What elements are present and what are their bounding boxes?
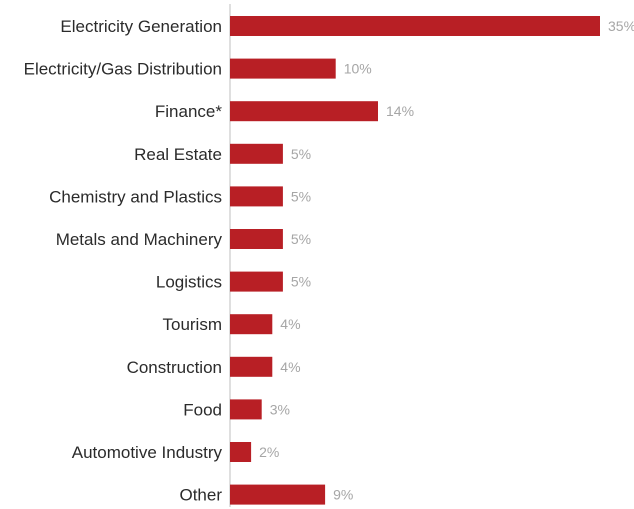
category-label-food: Food [183, 400, 222, 419]
value-label-other: 9% [333, 487, 353, 503]
value-label-electricity-gas-distribution: 10% [344, 61, 372, 77]
value-label-finance: 14% [386, 103, 414, 119]
bar-real-estate [230, 143, 283, 164]
value-label-construction: 4% [280, 359, 300, 375]
bar-construction [230, 356, 273, 377]
value-label-real-estate: 5% [291, 146, 311, 162]
bar-metals-and-machinery [230, 229, 283, 249]
value-label-chemistry-and-plastics: 5% [291, 188, 311, 204]
bar-electricity-generation [230, 16, 600, 36]
bar-automotive-industry [230, 442, 252, 462]
category-label-construction: Construction [127, 358, 222, 377]
bar-logistics [230, 271, 283, 292]
category-label-other: Other [179, 486, 222, 505]
bar-chemistry-and-plastics [230, 186, 283, 207]
category-labels-group: Electricity Generation Electricity/Gas Di… [24, 17, 223, 505]
category-label-tourism: Tourism [162, 315, 222, 334]
value-labels-group: 35% 10% 14% 5% 5% 5% 5% 4% 4% 3% 2% 9% [259, 18, 634, 503]
category-label-real-estate: Real Estate [134, 145, 222, 164]
category-label-metals-and-machinery: Metals and Machinery [56, 230, 223, 249]
category-label-finance: Finance* [155, 102, 222, 121]
category-label-automotive-industry: Automotive Industry [72, 443, 223, 462]
value-label-logistics: 5% [291, 274, 311, 290]
category-label-logistics: Logistics [156, 273, 222, 292]
bar-other [230, 484, 326, 505]
value-label-tourism: 4% [280, 316, 300, 332]
bar-finance [230, 101, 378, 122]
bar-electricity-gas-distribution [230, 58, 336, 79]
category-label-chemistry-and-plastics: Chemistry and Plastics [49, 187, 222, 206]
bar-tourism [230, 314, 273, 335]
category-label-electricity-gas-distribution: Electricity/Gas Distribution [24, 60, 222, 79]
value-label-electricity-generation: 35% [608, 18, 634, 34]
category-label-electricity-generation: Electricity Generation [60, 17, 222, 36]
bars-group [230, 16, 600, 505]
bar-food [230, 399, 262, 420]
value-label-metals-and-machinery: 5% [291, 231, 311, 247]
value-label-automotive-industry: 2% [259, 444, 279, 460]
value-label-food: 3% [270, 401, 290, 417]
